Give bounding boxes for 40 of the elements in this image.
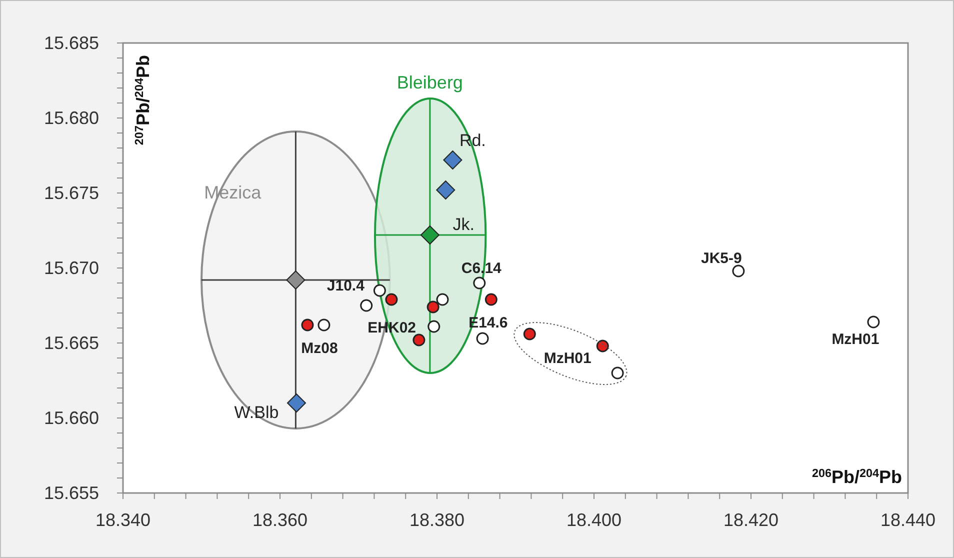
point — [523, 328, 536, 340]
x-tick-label: 18.440 — [880, 510, 936, 530]
point — [412, 334, 426, 346]
annotation: W.Blb — [234, 403, 279, 422]
point — [443, 150, 462, 170]
y-tick-label: 15.685 — [44, 33, 99, 53]
point — [286, 394, 306, 412]
point — [360, 299, 373, 312]
y-tick-label: 15.660 — [44, 408, 99, 428]
annotation: J10.4 — [326, 278, 366, 294]
x-tick-label: 18.340 — [95, 510, 151, 530]
point — [473, 276, 486, 290]
point — [484, 293, 498, 306]
annotation: Jk. — [452, 215, 474, 234]
point — [318, 318, 330, 332]
x-tick-label: 18.420 — [723, 510, 779, 530]
x-tick-label: 18.380 — [409, 510, 465, 530]
y-tick-label: 15.680 — [44, 108, 99, 128]
y-tick-label: 15.670 — [44, 258, 99, 278]
point — [373, 284, 386, 297]
point — [301, 318, 314, 332]
point — [426, 300, 440, 314]
y-tick-label: 15.675 — [44, 183, 99, 203]
y-tick-label: 15.665 — [44, 333, 99, 353]
point — [420, 226, 440, 244]
point — [596, 340, 609, 352]
point — [385, 293, 398, 306]
y-tick-label: 15.655 — [44, 483, 99, 503]
point — [428, 320, 440, 333]
point — [436, 180, 456, 200]
x-tick-label: 18.400 — [566, 510, 622, 530]
x-tick-label: 18.360 — [252, 510, 308, 530]
x-axis-title: $^{206}$Pb/$^{204}$Pb — [812, 466, 902, 487]
annotation: MzH01 — [544, 350, 592, 367]
annotation: MzH01 — [832, 331, 880, 348]
annotation: Mz08 — [301, 340, 338, 357]
point — [286, 270, 306, 290]
annotation: JK5-9 — [701, 250, 742, 267]
text: Bleiberg — [396, 72, 463, 92]
point — [436, 293, 449, 306]
